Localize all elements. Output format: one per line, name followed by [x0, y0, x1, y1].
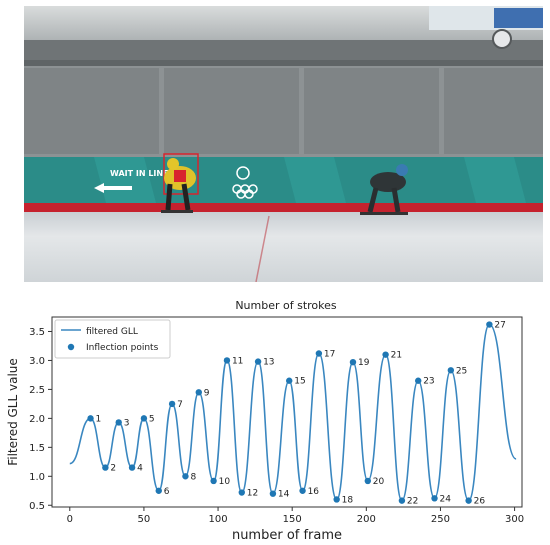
- inflection-point-label-11: 11: [232, 356, 243, 366]
- inflection-point-22: [398, 497, 406, 504]
- inflection-point-4: [128, 464, 136, 471]
- y-tick-label: 3.0: [29, 356, 45, 367]
- inflection-point-9: [195, 389, 202, 396]
- y-axis-label: Filtered GLL value: [6, 358, 20, 466]
- inflection-point-23: [415, 377, 422, 384]
- y-tick-label: 3.5: [29, 327, 45, 338]
- inflection-point-label-13: 13: [263, 358, 274, 368]
- inflection-point-10: [210, 477, 217, 485]
- chart-title: Number of strokes: [235, 299, 337, 312]
- inflection-point-label-20: 20: [373, 477, 385, 487]
- inflection-point-label-16: 16: [308, 487, 320, 497]
- x-tick-label: 150: [283, 514, 302, 525]
- photo-olympic-rings-logo: [232, 166, 258, 199]
- x-tick-label: 100: [209, 514, 228, 525]
- inflection-point-label-2: 2: [110, 464, 116, 474]
- inflection-point-3: [115, 419, 122, 426]
- x-tick-label: 300: [505, 514, 524, 525]
- y-tick-label: 0.5: [29, 501, 45, 512]
- strokes-chart: Number of strokes 0.51.01.52.02.53.03.5 …: [6, 299, 524, 543]
- y-axis-ticks: 0.5 1.0 1.5 2.0 2.5 3.0 3.5: [29, 327, 52, 512]
- inflection-point-label-26: 26: [474, 497, 486, 507]
- y-tick-label: 2.0: [29, 414, 45, 425]
- inflection-point-24: [431, 495, 438, 502]
- legend-label-filtered-gll: filtered GLL: [86, 327, 138, 337]
- legend-label-inflection-points: Inflection points: [86, 343, 159, 353]
- inflection-point-18: [333, 496, 340, 503]
- photo-wall-panels: [24, 68, 543, 154]
- photo-fence-sign: WAIT IN LINE: [94, 169, 169, 193]
- inflection-point-label-4: 4: [137, 464, 143, 474]
- inflection-points: 1234567891011121314151617181920212223242…: [87, 321, 506, 507]
- inflection-point-label-21: 21: [391, 351, 402, 361]
- inflection-point-label-25: 25: [456, 366, 467, 376]
- photo-skater-right: [360, 164, 408, 215]
- inflection-point-13: [254, 358, 262, 365]
- inflection-point-label-17: 17: [324, 349, 335, 359]
- inflection-point-2: [102, 464, 109, 471]
- y-tick-label: 2.5: [29, 385, 45, 396]
- inflection-point-19: [349, 358, 357, 366]
- x-tick-label: 0: [67, 514, 73, 525]
- inflection-point-5: [140, 415, 148, 422]
- photo-skater-left: [161, 153, 199, 213]
- inflection-point-label-9: 9: [204, 388, 210, 398]
- x-axis-label: number of frame: [232, 528, 342, 543]
- inflection-point-label-22: 22: [407, 497, 418, 507]
- inflection-point-label-12: 12: [247, 489, 258, 499]
- inflection-point-label-27: 27: [494, 321, 505, 331]
- inflection-point-label-24: 24: [440, 494, 452, 504]
- inflection-point-15: [286, 377, 293, 384]
- inflection-point-label-3: 3: [124, 418, 130, 428]
- legend-box: [54, 319, 171, 359]
- x-tick-label: 200: [357, 514, 376, 525]
- photo-camera: [492, 29, 512, 49]
- inflection-point-7: [168, 400, 176, 408]
- inflection-point-label-7: 7: [177, 400, 183, 410]
- inflection-point-27: [486, 321, 493, 328]
- inflection-point-label-14: 14: [278, 490, 290, 500]
- inflection-point-6: [155, 487, 162, 494]
- inflection-point-8: [182, 473, 189, 480]
- legend-dot-marker: [67, 343, 75, 351]
- inflection-point-label-5: 5: [149, 414, 155, 424]
- inflection-point-1: [87, 415, 94, 422]
- x-tick-label: 250: [431, 514, 450, 525]
- inflection-point-21: [382, 351, 389, 358]
- inflection-point-16: [299, 487, 306, 494]
- photo-ice: [24, 212, 543, 282]
- inflection-point-17: [315, 350, 323, 357]
- y-tick-label: 1.5: [29, 443, 45, 454]
- inflection-point-20: [364, 477, 372, 485]
- speed-skating-photo: WAIT IN LINE: [24, 6, 543, 282]
- inflection-point-label-19: 19: [358, 358, 370, 368]
- inflection-point-label-23: 23: [423, 377, 434, 387]
- inflection-point-label-6: 6: [164, 487, 170, 497]
- x-axis-ticks: 0 50 100 150 200 250 300: [67, 507, 524, 525]
- x-tick-label: 50: [138, 514, 151, 525]
- inflection-point-label-8: 8: [190, 472, 196, 482]
- inflection-point-label-15: 15: [294, 377, 305, 387]
- inflection-point-25: [447, 367, 455, 374]
- photo-red-strip: [24, 203, 543, 212]
- y-tick-label: 1.0: [29, 472, 45, 483]
- inflection-point-12: [238, 489, 245, 496]
- inflection-point-label-10: 10: [219, 477, 231, 487]
- inflection-point-11: [223, 357, 231, 364]
- inflection-point-26: [465, 497, 472, 504]
- legend: filtered GLL Inflection points: [54, 319, 171, 359]
- photo-sign-text: WAIT IN LINE: [110, 169, 169, 178]
- photo-gallery-band: [24, 40, 543, 60]
- inflection-point-14: [269, 490, 277, 497]
- inflection-point-label-18: 18: [342, 495, 354, 505]
- inflection-point-label-1: 1: [96, 414, 102, 424]
